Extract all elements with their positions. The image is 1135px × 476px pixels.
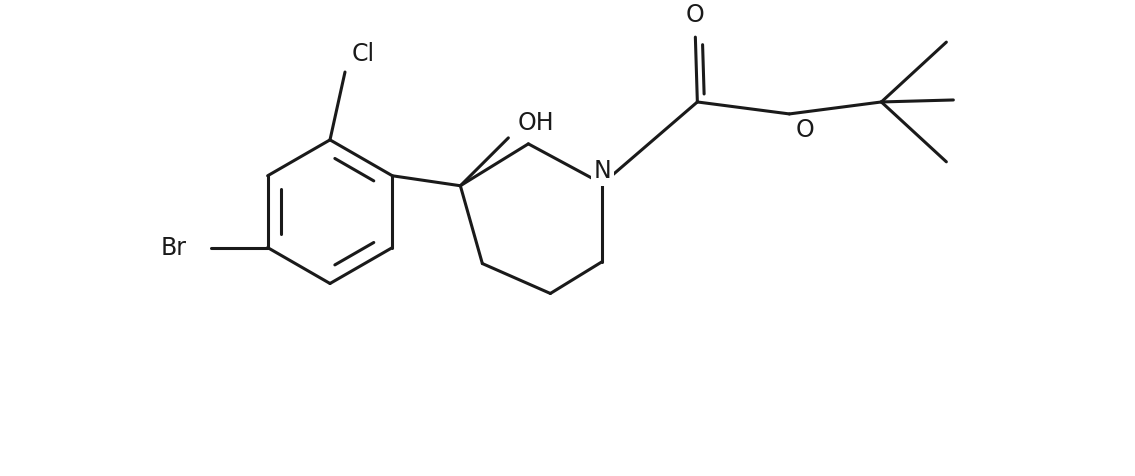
Text: Br: Br — [161, 236, 186, 259]
Text: OH: OH — [518, 111, 555, 135]
Text: O: O — [686, 3, 705, 27]
Text: N: N — [594, 159, 612, 183]
Text: O: O — [796, 118, 815, 142]
Text: Cl: Cl — [352, 42, 375, 66]
